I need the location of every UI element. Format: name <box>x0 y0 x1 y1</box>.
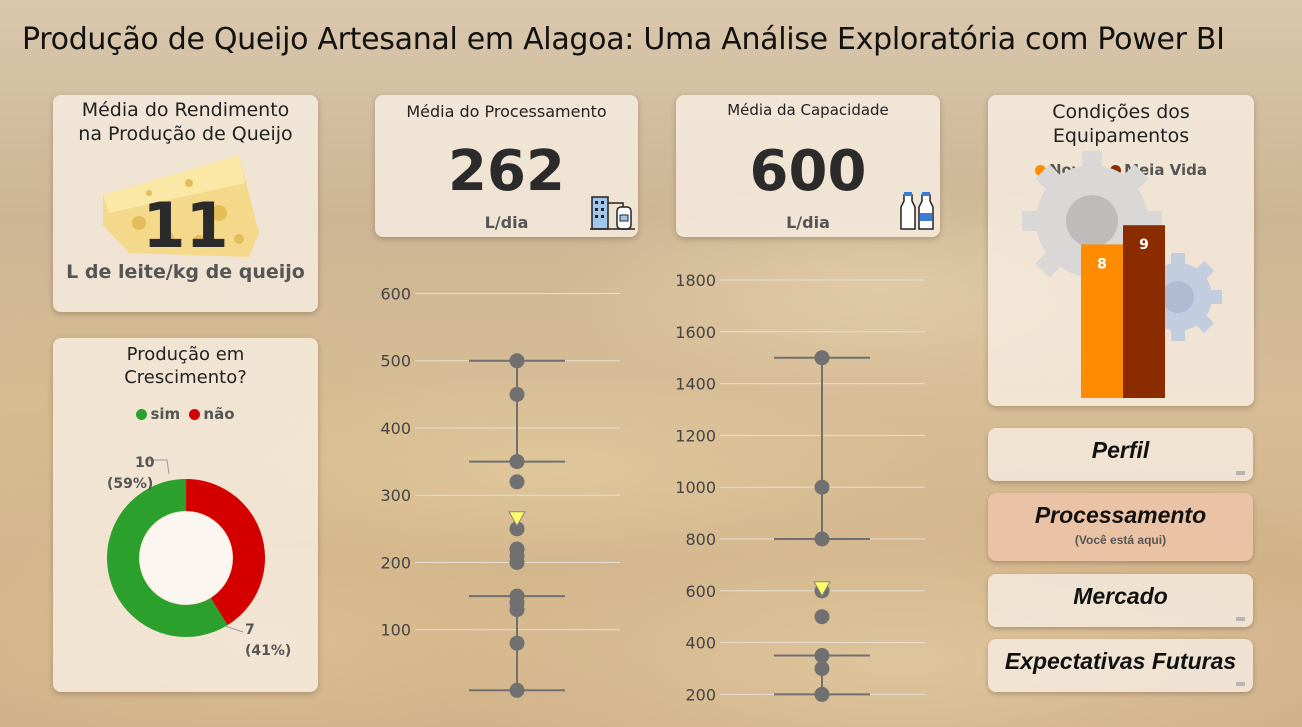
capacity-dot-chart: 1800 1600 1400 1200 1000 800 600 400 200 <box>675 271 925 704</box>
equipment-bar-chart: 89 <box>1022 151 1222 398</box>
equipment-chart-card: Condições dos Equipamentos Novos Meia Vi… <box>988 95 1254 406</box>
legend-dot-nao <box>189 409 201 420</box>
data-point <box>509 682 525 698</box>
y-tick-label: 1200 <box>675 426 716 445</box>
kpi-card-capacidade: Média da Capacidade 600 L/dia <box>676 95 940 237</box>
data-point <box>814 609 830 625</box>
data-point <box>509 635 525 651</box>
kpi-title-rendimento: Média do Rendimento na Produção de Queij… <box>78 99 293 145</box>
donut-label-nao-pct: (41%) <box>245 643 291 659</box>
nav-label-expectativas: Expectativas Futuras <box>1004 648 1237 674</box>
growth-chart-title: Produção em Crescimento? <box>124 344 247 388</box>
kpi-title-capacidade: Média da Capacidade <box>727 101 889 119</box>
donut-label-sim-pct: (59%) <box>107 476 153 492</box>
nav-label-mercado: Mercado <box>1073 583 1168 609</box>
mean-marker <box>508 511 526 527</box>
data-point <box>814 479 830 495</box>
corner-mark <box>1236 682 1245 686</box>
y-tick-label: 400 <box>380 419 411 438</box>
y-tick-label: 600 <box>380 284 411 303</box>
bar-label-novos: 8 <box>1097 256 1107 272</box>
donut-label-sim: 10 <box>135 455 155 471</box>
y-tick-label: 600 <box>685 582 716 601</box>
data-point <box>814 648 830 664</box>
data-point <box>814 661 830 677</box>
kpi-value-rendimento: 11 <box>142 189 229 262</box>
legend-dot-sim <box>136 409 148 420</box>
kpi-card-rendimento: Média do Rendimento na Produção de Queij… <box>53 95 318 312</box>
nav-sub-processamento: (Você está aqui) <box>1074 533 1167 547</box>
bar-novos <box>1081 244 1123 398</box>
kpi-unit-rendimento: L de leite/kg de queijo <box>66 261 305 283</box>
y-tick-label: 200 <box>685 685 716 704</box>
nav-button-processamento[interactable]: Processamento (Você está aqui) <box>988 493 1253 561</box>
donut-label-nao: 7 <box>245 622 255 638</box>
y-tick-label: 500 <box>380 352 411 371</box>
page-title: Produção de Queijo Artesanal em Alagoa: … <box>22 22 1225 57</box>
growth-legend: sim não <box>53 405 318 423</box>
y-tick-label: 100 <box>380 621 411 640</box>
y-tick-label: 800 <box>685 530 716 549</box>
legend-label-nao: não <box>203 405 235 423</box>
data-point <box>509 353 525 369</box>
bar-label-meia-vida: 9 <box>1139 237 1149 253</box>
kpi-card-processamento: Média do Processamento 262 L/dia <box>375 95 638 237</box>
cheese-icon <box>103 155 259 257</box>
kpi-unit-processamento: L/dia <box>484 213 529 232</box>
processing-dot-chart: 600 500 400 300 200 100 <box>380 284 620 698</box>
kpi-unit-capacidade: L/dia <box>786 213 830 232</box>
kpi-title-processamento: Média do Processamento <box>406 102 607 121</box>
data-point <box>509 474 525 490</box>
y-tick-label: 1000 <box>675 478 716 497</box>
legend-dot-novos <box>1034 165 1046 176</box>
corner-mark <box>1236 617 1245 621</box>
data-point <box>509 521 525 537</box>
legend-label-meia-vida: Meia Vida <box>1124 161 1208 179</box>
data-point <box>509 386 525 402</box>
nav-button-mercado[interactable]: Mercado <box>988 574 1253 627</box>
y-tick-label: 1400 <box>675 375 716 394</box>
y-tick-label: 400 <box>685 634 716 653</box>
data-point <box>814 686 830 702</box>
nav-label-processamento: Processamento <box>1034 502 1207 528</box>
y-tick-label: 200 <box>380 553 411 572</box>
factory-icon <box>590 196 635 230</box>
growth-chart-card: Produção em Crescimento? sim não 10 (59%… <box>53 338 318 692</box>
data-point <box>814 350 830 366</box>
kpi-value-processamento: 262 <box>448 139 565 204</box>
milk-bottles-icon <box>900 192 934 230</box>
y-tick-label: 1800 <box>675 271 716 290</box>
nav-button-expectativas[interactable]: Expectativas Futuras <box>988 639 1253 692</box>
growth-donut-chart: 10 (59%) 7 (41%) <box>106 455 291 659</box>
y-tick-label: 300 <box>380 486 411 505</box>
y-tick-label: 1600 <box>675 323 716 342</box>
donut-hole <box>140 512 232 604</box>
equipment-chart-title: Condições dos Equipamentos <box>1052 101 1190 147</box>
data-point <box>509 454 525 470</box>
data-point <box>509 554 525 570</box>
data-point <box>509 602 525 618</box>
nav-label-perfil: Perfil <box>1091 437 1150 463</box>
corner-mark <box>1236 471 1245 475</box>
data-point <box>814 531 830 547</box>
nav-button-perfil[interactable]: Perfil <box>988 428 1253 481</box>
legend-label-sim: sim <box>150 405 181 423</box>
donut-slice-nao <box>106 479 265 637</box>
kpi-value-capacidade: 600 <box>749 139 867 204</box>
bar-meia-vida <box>1123 225 1165 398</box>
mean-marker <box>813 581 831 597</box>
